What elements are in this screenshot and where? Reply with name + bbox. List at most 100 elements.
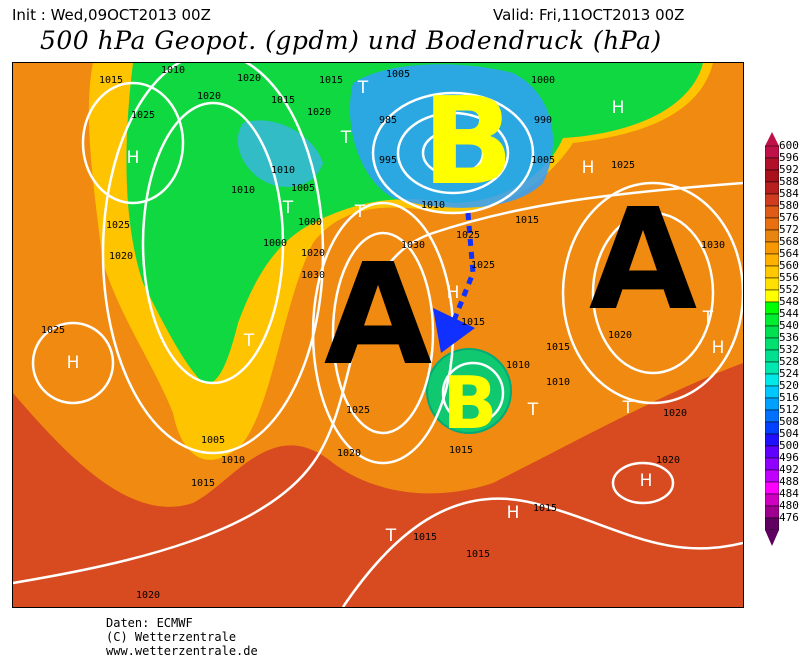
isobar-label: 990 [534,115,552,126]
isobar-label: 1020 [136,590,160,601]
isobar-label: 1015 [449,445,473,456]
colorbar-label: 480 [779,499,799,512]
isobar-label: 1015 [466,549,490,560]
colorbar-swatch [765,445,779,459]
low-marker: T [702,308,714,328]
copyright: (C) Wetterzentrale [106,630,237,644]
colorbar-swatch [765,145,779,159]
colorbar-label: 528 [779,355,799,368]
high-marker: H [582,158,595,178]
colorbar-label: 580 [779,199,799,212]
map-title: 500 hPa Geopot. (gpdm) und Bodendruck (h… [40,26,662,55]
colorbar-label: 508 [779,415,799,428]
isobar-label: 1015 [191,478,215,489]
colorbar-label: 484 [779,487,799,500]
colorbar-label: 556 [779,271,799,284]
isobar-label: 1005 [201,435,225,446]
isobar-label: 1025 [471,260,495,271]
isobar-label: 1020 [307,107,331,118]
colorbar-top-arrow [765,132,779,146]
isobar-label: 1015 [271,95,295,106]
small-low-area [426,348,512,434]
isobar-label: 1010 [231,185,255,196]
colorbar-swatch [765,493,779,507]
isobar-label: 1005 [386,69,410,80]
colorbar-label: 540 [779,319,799,332]
isobar-label: 1025 [131,110,155,121]
low-marker: T [527,400,539,420]
colorbar-label: 516 [779,391,799,404]
isobar-label: 1025 [106,220,130,231]
isobar-label: 1010 [161,65,185,76]
low-marker: T [622,398,634,418]
isobar-label: 1015 [413,532,437,543]
colorbar-label: 548 [779,295,799,308]
isobar-label: 1005 [291,183,315,194]
colorbar-swatch [765,349,779,363]
colorbar-swatch [765,385,779,399]
colorbar-label: 560 [779,259,799,272]
init-time: Init : Wed,09OCT2013 00Z [12,6,211,24]
isobar-label: 1015 [533,503,557,514]
colorbar-swatch [765,313,779,327]
isobar-label: 1020 [197,91,221,102]
colorbar-label: 576 [779,211,799,224]
colorbar-label: 492 [779,463,799,476]
high-marker: H [612,98,625,118]
low-marker: T [357,78,369,98]
colorbar-swatch [765,457,779,471]
isobar-label: 1015 [546,342,570,353]
colorbar-label: 572 [779,223,799,236]
isobar-label: 1000 [531,75,555,86]
colorbar-swatch [765,205,779,219]
isobars [13,63,743,607]
colorbar-label: 500 [779,439,799,452]
high-pressure-label: A [589,179,697,342]
isobar-label: 1025 [611,160,635,171]
colorbar-swatch [765,277,779,291]
isobar-label: 1020 [301,248,325,259]
isobar-label: 1010 [546,377,570,388]
valid-time: Valid: Fri,11OCT2013 00Z [493,6,685,24]
colorbar-label: 592 [779,163,799,176]
isobar-label: 1000 [263,238,287,249]
colorbar-swatch [765,193,779,207]
colorbar-label: 524 [779,367,799,380]
colorbar-swatch [765,421,779,435]
colorbar-swatch [765,433,779,447]
colorbar-swatch [765,397,779,411]
colorbar-label: 564 [779,247,799,260]
colorbar-swatch [765,217,779,231]
high-marker: H [507,503,520,523]
isobar-label: 1015 [515,215,539,226]
colorbar-label: 532 [779,343,799,356]
colorbar-swatch [765,181,779,195]
isobar-label: 1020 [663,408,687,419]
isobar-label: 1020 [109,251,133,262]
colorbar-swatch [765,253,779,267]
high-marker: H [67,353,80,373]
high-marker: H [127,148,140,168]
colorbar [765,132,779,546]
isobar-label: 1020 [656,455,680,466]
isobar-label: 1010 [271,165,295,176]
colorbar-swatch [765,325,779,339]
colorbar-label: 476 [779,511,799,524]
high-marker: H [712,338,725,358]
low-pressure-label: B [422,73,513,212]
colorbar-swatch [765,265,779,279]
colorbar-label: 544 [779,307,799,320]
low-marker: T [282,198,294,218]
colorbar-swatch [765,229,779,243]
isobar-label: 1030 [301,270,325,281]
low-marker: T [243,331,255,351]
colorbar-label: 600 [779,139,799,152]
colorbar-swatch [765,337,779,351]
colorbar-swatch [765,157,779,171]
isobar-label: 1010 [421,200,445,211]
website-link[interactable]: www.wetterzentrale.de [106,644,258,658]
colorbar-swatch [765,301,779,315]
colorbar-label: 488 [779,475,799,488]
isobar-label: 1015 [99,75,123,86]
